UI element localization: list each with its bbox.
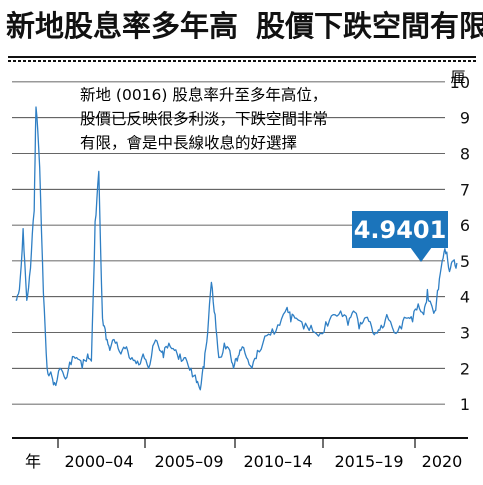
- y-tick-label-8: 8: [460, 145, 470, 164]
- y-tick-label-2: 2: [460, 359, 470, 378]
- callout-box: [352, 211, 448, 248]
- x-label-2000-04: 2000–04: [64, 452, 133, 471]
- value-callout: 4.9401: [352, 211, 448, 262]
- callout-pointer: [410, 247, 432, 262]
- y-tick-label-6: 6: [460, 216, 470, 235]
- y-tick-label-3: 3: [460, 324, 470, 343]
- annotation-line-1: 新地 (0016) 股息率升至多年高位，: [80, 86, 327, 104]
- x-label-2015-19: 2015–19: [334, 452, 403, 471]
- x-start-label: 年: [25, 452, 41, 471]
- annotation: 新地 (0016) 股息率升至多年高位， 股價已反映很多利淡，下跌空間非常 有限…: [80, 86, 328, 152]
- x-label-2005-09: 2005–09: [154, 452, 223, 471]
- y-tick-label-5: 5: [460, 252, 470, 271]
- y-tick-label-4: 4: [460, 288, 470, 307]
- annotation-line-3: 有限，會是中長線收息的好選擇: [80, 134, 297, 152]
- y-unit-label: 厘: [450, 68, 465, 86]
- y-tick-label-9: 9: [460, 109, 470, 128]
- x-axis-ticks: [57, 438, 416, 448]
- dividend-yield-line: [15, 106, 458, 391]
- x-label-2020: 2020: [422, 452, 463, 471]
- y-axis-ticks: 1 2 3 4 5 6 7 8 9 10: [450, 73, 470, 414]
- x-label-2010-14: 2010–14: [243, 452, 312, 471]
- y-tick-label-10: 10: [450, 73, 470, 92]
- title-left: 新地股息率多年高: [6, 9, 239, 43]
- callout-value: 4.9401: [354, 216, 447, 244]
- title-right: 股價下跌空間有限: [256, 9, 483, 43]
- annotation-line-2: 股價已反映很多利淡，下跌空間非常: [80, 110, 328, 128]
- y-tick-label-1: 1: [460, 395, 470, 414]
- y-tick-label-7: 7: [460, 180, 470, 199]
- x-axis-labels: 年 2000–04 2005–09 2010–14 2015–19 2020: [25, 452, 462, 471]
- chart-title: 新地股息率多年高 股價下跌空間有限: [6, 4, 483, 48]
